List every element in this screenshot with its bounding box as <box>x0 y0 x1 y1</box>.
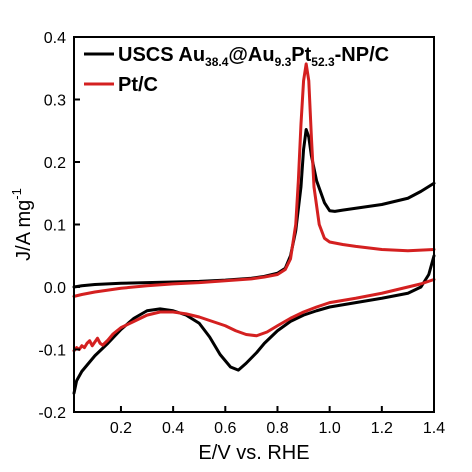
x-tick-label: 0.4 <box>162 420 184 437</box>
y-tick-label: -0.2 <box>38 405 66 422</box>
x-tick-label: 1.0 <box>319 420 341 437</box>
legend: USCS Au38.4@Au9.3Pt52.3-NP/C Pt/C <box>84 44 389 96</box>
series-2-cathodic-line <box>72 278 436 353</box>
y-tick-label: -0.1 <box>38 343 66 360</box>
x-tick-label: 0.8 <box>266 420 288 437</box>
legend-text: @Au <box>228 44 274 66</box>
legend-subscript: 52.3 <box>311 55 335 69</box>
x-tick-label: 1.2 <box>371 420 393 437</box>
series-layer <box>72 62 436 395</box>
legend-text: Pt/C <box>118 74 158 96</box>
x-tick-label: 0.6 <box>214 420 236 437</box>
y-axis-label: J/A mg-1 <box>9 188 35 261</box>
x-tick-label: 1.4 <box>423 420 445 437</box>
y-tick-label: 0.0 <box>44 280 66 297</box>
y-tick-label: 0.4 <box>44 30 66 47</box>
legend-label-series-2: Pt/C <box>118 74 158 96</box>
ticks-layer: 0.2 0.4 0.6 0.8 1.0 1.2 1.4 -0.2 -0.1 0.0 0.1 0.2 0.… <box>38 30 445 437</box>
y-tick-label: 0.1 <box>44 218 66 235</box>
x-axis-label: E/V vs. RHE <box>198 442 309 464</box>
y-axis-label-main: J/A mg <box>13 200 35 261</box>
legend-label-series-1: USCS Au38.4@Au9.3Pt52.3-NP/C <box>118 44 389 69</box>
legend-text: Pt <box>291 44 311 66</box>
legend-subscript: 38.4 <box>205 55 229 69</box>
legend-text: -NP/C <box>335 44 389 66</box>
series-2-anodic-line <box>72 62 436 298</box>
x-tick-label: 0.2 <box>110 420 132 437</box>
legend-text: USCS Au <box>118 44 205 66</box>
legend-subscript: 9.3 <box>275 55 292 69</box>
y-tick-label: 0.2 <box>44 155 66 172</box>
series-1-anodic-line <box>72 128 436 289</box>
y-tick-label: 0.3 <box>44 93 66 110</box>
y-axis-label-superscript: -1 <box>9 188 24 200</box>
series-1-cathodic-line <box>72 254 436 395</box>
